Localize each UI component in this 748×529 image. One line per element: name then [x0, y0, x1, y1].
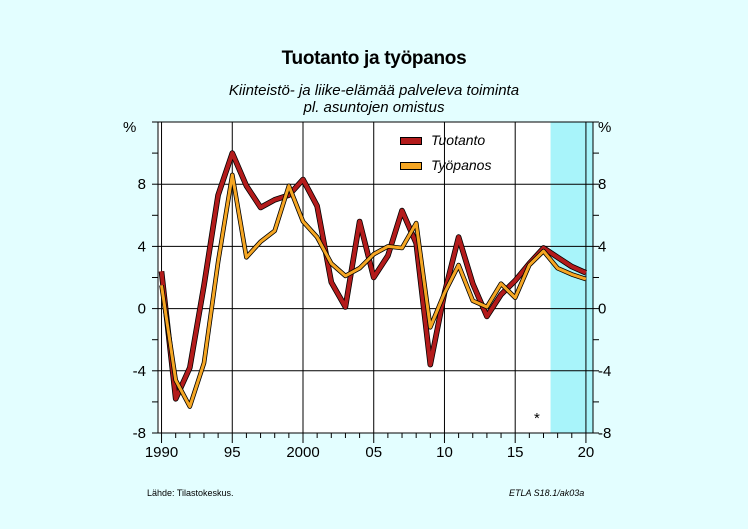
y-tick-label-left: -8 [133, 425, 146, 442]
y-tick-label-right: -4 [598, 363, 611, 380]
chart-title: Tuotanto ja työpanos [281, 48, 467, 69]
legend-swatch-tuotanto [400, 137, 422, 145]
chart-subtitle-line-1: Kiinteistö- ja liike-elämää palveleva to… [228, 82, 520, 99]
series-line-tyopanos [160, 173, 587, 409]
source-note: Lähde: Tilastokeskus. [147, 488, 234, 498]
y-axis-unit-right: % [598, 119, 612, 136]
x-tick-label: 2000 [286, 444, 319, 461]
plot-frame [157, 121, 594, 434]
x-tick-label: 1990 [145, 444, 178, 461]
y-tick-label-left: 8 [138, 176, 146, 193]
chart-code: ETLA S18.1/ak03a [509, 488, 585, 498]
forecast-band [550, 122, 593, 433]
x-tick-label: 15 [507, 444, 524, 461]
legend-label-tyopanos: Työpanos [431, 157, 492, 173]
y-tick-label-left: -4 [133, 363, 146, 380]
x-tick-label: 95 [224, 444, 241, 461]
y-tick-label-left: 0 [138, 301, 146, 318]
y-tick-label-left: 4 [138, 238, 146, 255]
y-tick-label-right: -8 [598, 425, 611, 442]
y-tick-label-right: 0 [598, 301, 606, 318]
y-tick-label-right: 8 [598, 176, 606, 193]
y-axis-unit-left: % [123, 119, 137, 136]
series-line-tuotanto [159, 151, 587, 401]
chart-subtitle-line-2: pl. asuntojen omistus [303, 99, 445, 116]
legend-swatch-tyopanos [400, 162, 422, 170]
forecast-marker: * [534, 410, 540, 427]
x-tick-label: 05 [365, 444, 382, 461]
x-tick-label: 10 [436, 444, 453, 461]
x-tick-label: 20 [578, 444, 595, 461]
y-tick-label-right: 4 [598, 238, 606, 255]
legend-label-tuotanto: Tuotanto [431, 132, 486, 148]
